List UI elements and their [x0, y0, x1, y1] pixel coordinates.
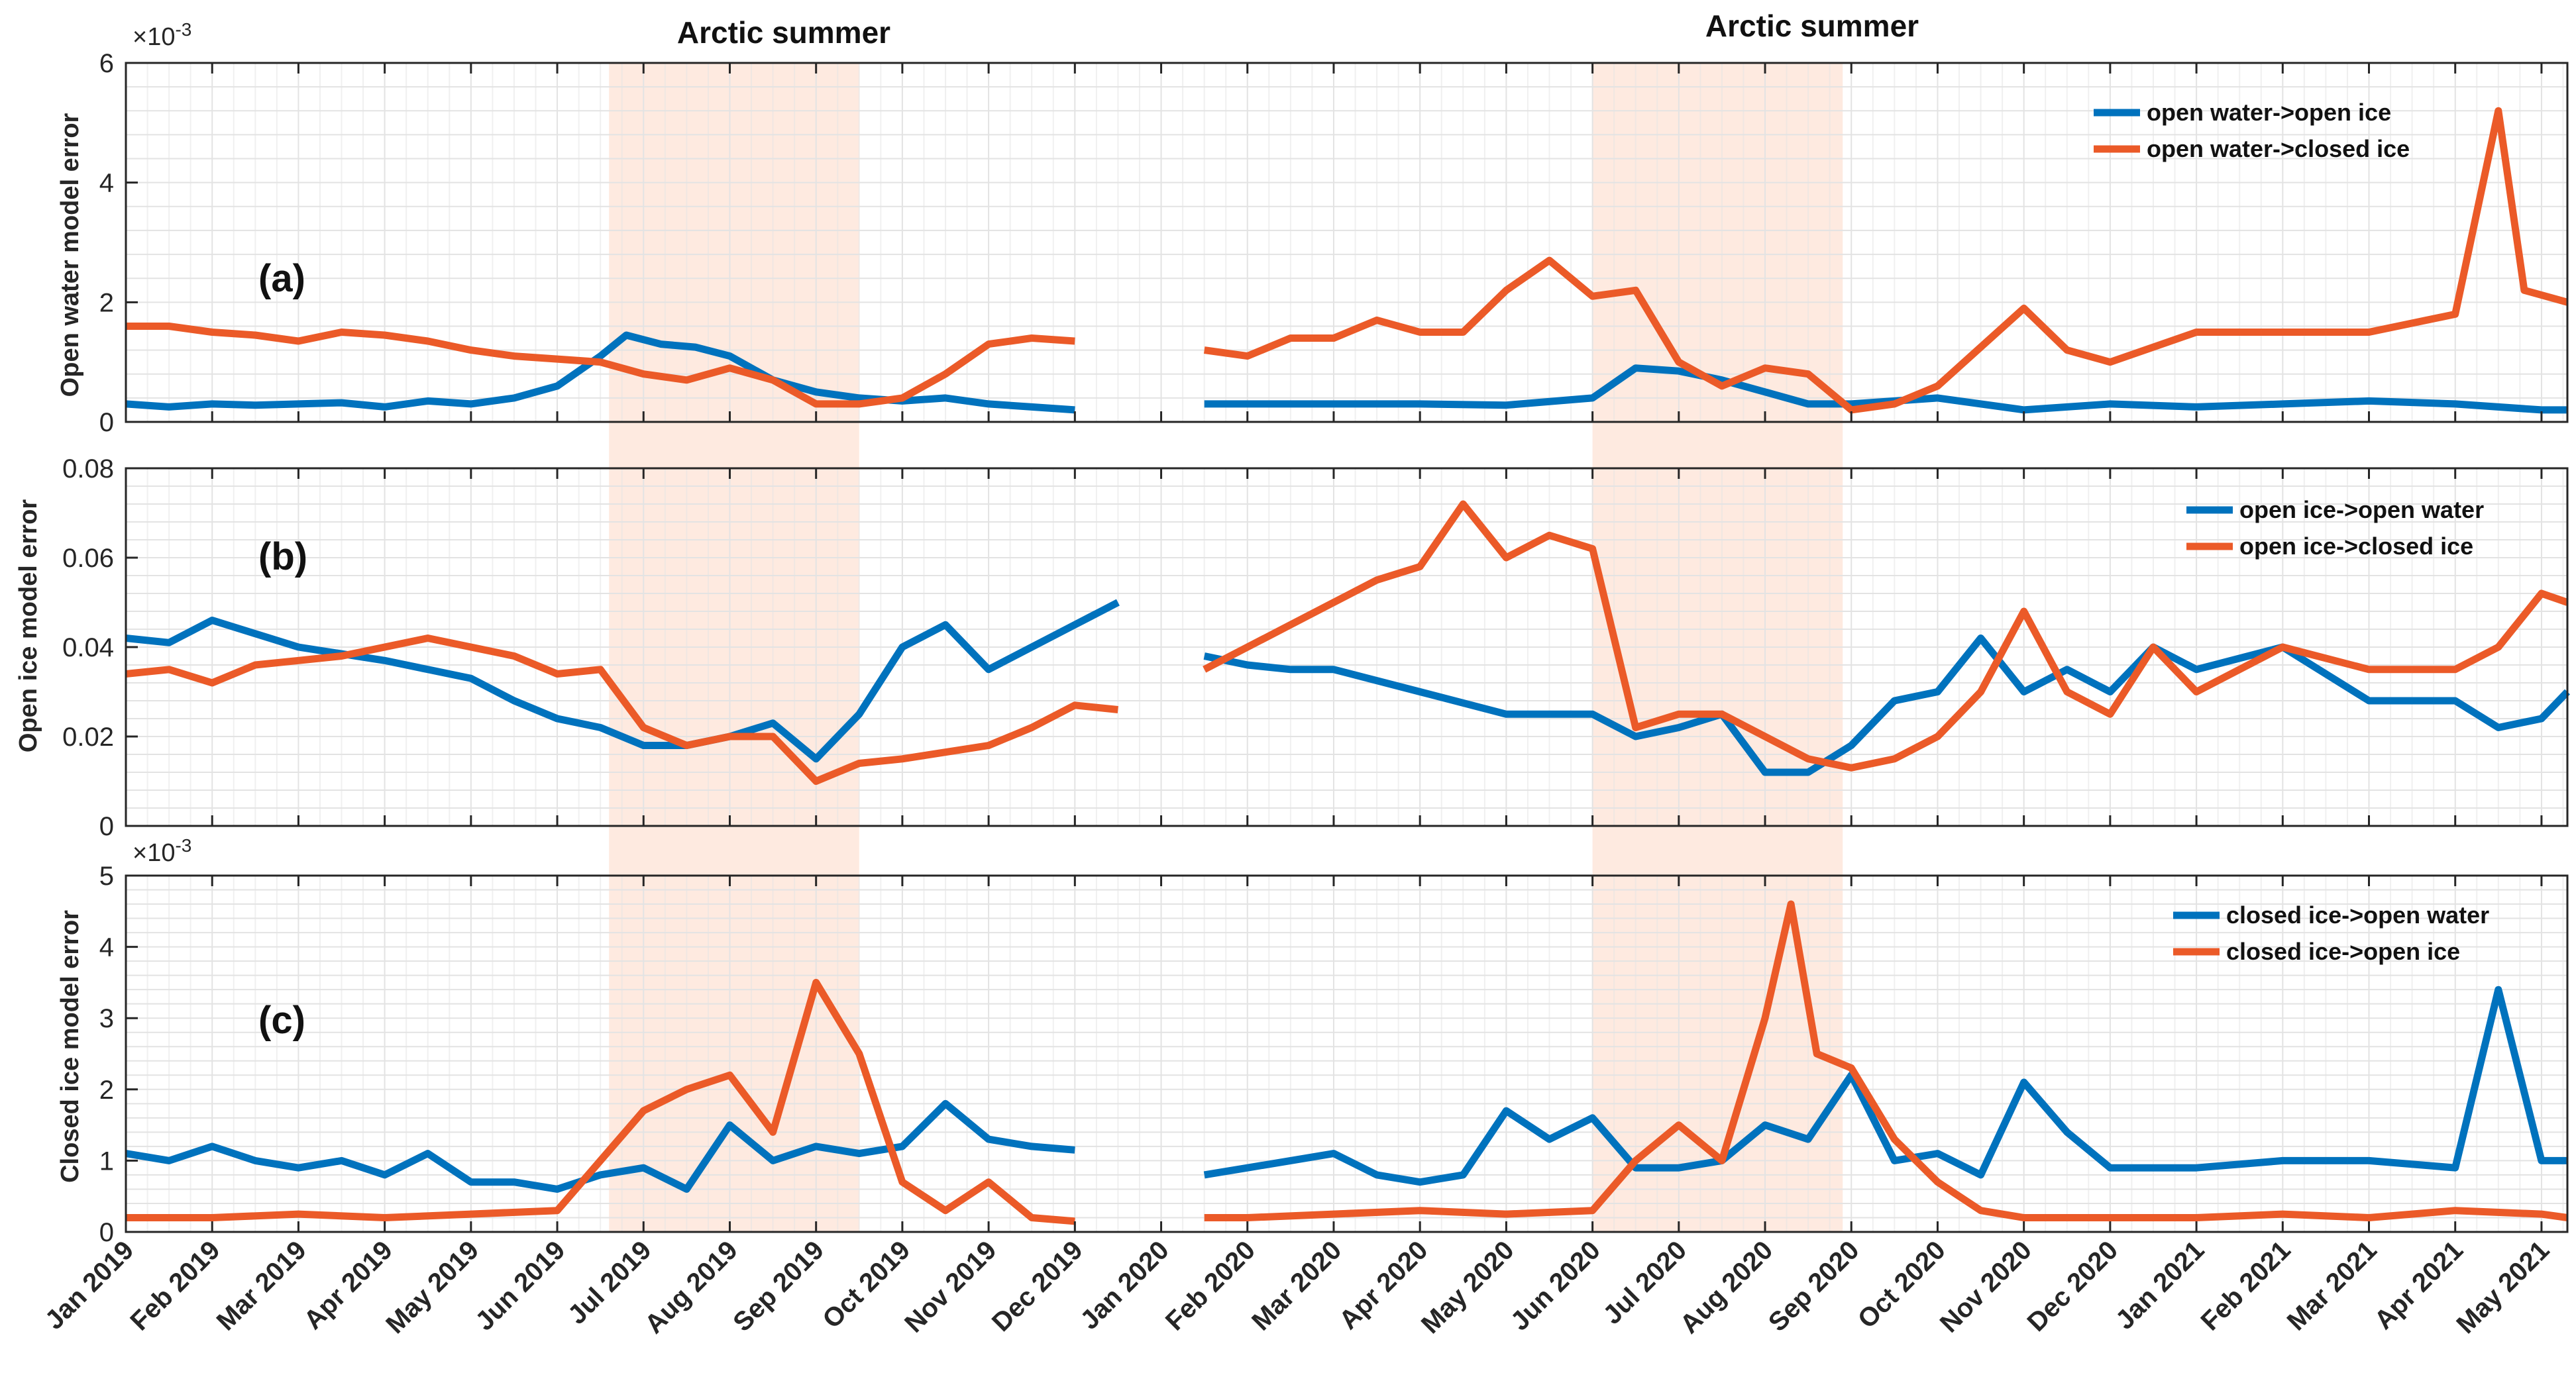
x-tick-label: Sep 2020: [1763, 1235, 1865, 1337]
x-tick-label: Jan 2020: [1075, 1235, 1175, 1335]
ytick-label-c: 3: [99, 1004, 114, 1033]
multiplier-base-a: ×10: [133, 23, 175, 51]
multiplier-base-c: ×10: [133, 839, 175, 867]
series-c-2-segment-2: [1204, 900, 2568, 1221]
multiplier-exp-c: -3: [175, 835, 191, 856]
x-tick-label: Dec 2019: [987, 1235, 1089, 1337]
panel-tag-a: (a): [258, 257, 305, 300]
ytick-label-c: 1: [99, 1146, 114, 1176]
multiplier-c: ×10-3: [133, 835, 191, 867]
ytick-label-c: 5: [99, 862, 114, 891]
ytick-label-c: 4: [99, 933, 114, 962]
ylabel-c: Closed ice model error: [56, 910, 84, 1183]
legend-c-label-2: closed ice->open ice: [2226, 938, 2460, 965]
ytick-label-b: 0.02: [62, 723, 114, 752]
x-tick-label: Feb 2020: [1160, 1235, 1261, 1336]
x-tick-label: Feb 2021: [2195, 1235, 2296, 1336]
frame-b: [125, 467, 2569, 827]
legend-a: open water->open ice open water->closed …: [2094, 99, 2410, 162]
grid-a: [125, 62, 2567, 423]
summer-label-2: Arctic summer: [1705, 9, 1919, 43]
x-tick-label: May 2019: [380, 1235, 484, 1339]
axis-b: 0 0.02 0.04 0.06 0.08: [62, 454, 2543, 841]
panel-b: 0 0.02 0.04 0.06 0.08 Open ice model error (…: [15, 454, 2570, 841]
legend-a-label-1: open water->open ice: [2147, 99, 2391, 126]
x-tick-label: Jun 2020: [1505, 1235, 1606, 1336]
x-tick-label: Jun 2019: [470, 1235, 570, 1336]
x-tick-label: Feb 2019: [125, 1235, 225, 1336]
x-tick-label: Mar 2021: [2282, 1235, 2383, 1336]
x-tick-label: May 2021: [2451, 1235, 2555, 1339]
series-a-1-segment-2: [1204, 364, 2567, 414]
series-b-2-segment-2: [1203, 500, 2569, 772]
series-b-1-segment-1: [125, 599, 1120, 763]
x-tick-label: Jan 2021: [2110, 1235, 2210, 1335]
series-c-1-segment-2: [1203, 986, 2567, 1186]
ytick-label-b: 0.04: [62, 633, 114, 662]
multiplier-a: ×10-3: [133, 19, 191, 51]
panel-tag-c: (c): [258, 999, 305, 1042]
legend-a-label-2: open water->closed ice: [2147, 135, 2410, 162]
series-b-2-segment-1: [125, 635, 1118, 785]
x-tick-label: Nov 2020: [1935, 1235, 2037, 1338]
x-tick-label: Mar 2020: [1246, 1235, 1347, 1336]
frame-c: [125, 874, 2569, 1233]
ylabel-a: Open water model error: [56, 113, 84, 397]
series-a: [125, 107, 2569, 414]
legend-b-label-1: open ice->open water: [2239, 496, 2484, 523]
series-b-1-segment-2: [1203, 635, 2570, 776]
ytick-label-a: 2: [99, 288, 114, 317]
ytick-label-c: 0: [99, 1218, 114, 1247]
series-a-2-segment-1: [126, 323, 1075, 408]
summer-label-1: Arctic summer: [677, 15, 890, 50]
series-a-1-segment-1: [125, 331, 1075, 414]
x-tick-label: Sep 2019: [727, 1235, 830, 1337]
summer-labels: Arctic summer Arctic summer: [677, 9, 1919, 50]
panel-tag-b: (b): [258, 535, 307, 578]
ytick-label-c: 2: [99, 1076, 114, 1105]
multiplier-exp-a: -3: [175, 19, 191, 40]
series-c-1-segment-1: [125, 1099, 1075, 1193]
x-tick-label: Mar 2019: [211, 1235, 312, 1336]
legend-b: open ice->open water open ice->closed ic…: [2186, 496, 2484, 560]
x-tick-label: Dec 2020: [2021, 1235, 2123, 1337]
x-tick-label: Nov 2019: [899, 1235, 1002, 1338]
series-c: [125, 900, 2568, 1225]
x-tick-label: May 2020: [1416, 1235, 1520, 1339]
ytick-label-b: 0.06: [62, 544, 114, 573]
ytick-label-b: 0: [99, 812, 114, 841]
legend-c: closed ice->open water closed ice->open …: [2173, 901, 2489, 965]
frame-a: [125, 62, 2569, 423]
series-c-2-segment-1: [126, 978, 1075, 1225]
series-a-2-segment-2: [1203, 107, 2569, 414]
ytick-label-a: 6: [99, 49, 114, 78]
series-b: [125, 500, 2570, 785]
ytick-label-b: 0.08: [62, 454, 114, 483]
ytick-label-a: 4: [99, 169, 114, 198]
x-tick-label: Aug 2019: [639, 1235, 743, 1339]
legend-c-label-1: closed ice->open water: [2226, 901, 2489, 929]
x-tick-label: Aug 2020: [1675, 1235, 1779, 1339]
legend-b-label-2: open ice->closed ice: [2239, 533, 2473, 560]
ytick-label-a: 0: [99, 408, 114, 437]
panel-a: 0 2 4 6 Open water model error ×10-3 (a) op…: [56, 19, 2569, 437]
x-tick-label: Jan 2019: [40, 1235, 140, 1335]
grid-b: [125, 468, 2567, 827]
ylabel-b: Open ice model error: [15, 499, 42, 752]
